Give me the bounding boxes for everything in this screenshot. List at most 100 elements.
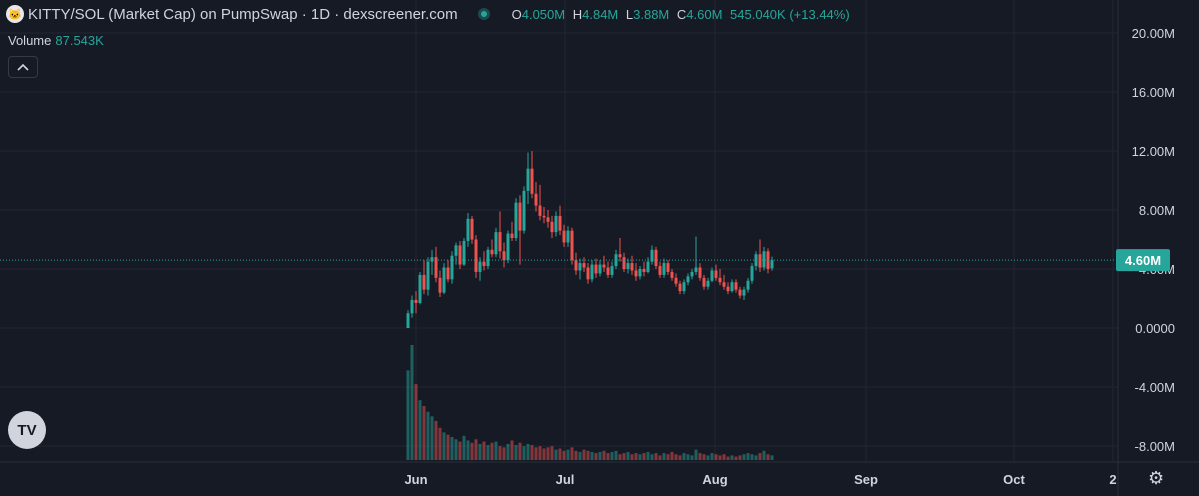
candle-body — [462, 240, 466, 265]
candle-body — [538, 205, 542, 216]
candle-body — [694, 267, 698, 272]
volume-bar — [422, 405, 426, 460]
candle-body — [486, 249, 490, 267]
volume-bar — [606, 453, 610, 460]
candle-body — [570, 230, 574, 261]
tradingview-logo-icon[interactable]: TV — [8, 411, 46, 449]
candle-body — [638, 269, 642, 277]
candle-body — [458, 245, 462, 265]
candle-body — [450, 255, 454, 280]
ohlc-readout: O4.050M H4.84M L3.88M C4.60M 545.040K (+… — [512, 7, 854, 22]
candle-body — [546, 217, 550, 222]
volume-bar — [574, 450, 578, 460]
volume-bar — [498, 446, 502, 460]
volume-bar — [738, 455, 742, 460]
volume-bar — [470, 442, 474, 460]
settings-gear-icon[interactable]: ⚙ — [1148, 468, 1165, 488]
x-tick-label: Jul — [556, 472, 575, 487]
volume-bar — [538, 446, 542, 460]
volume-bar — [430, 416, 434, 460]
candle-body — [542, 215, 546, 218]
candle-body — [426, 261, 430, 290]
volume-bar — [754, 455, 758, 460]
candle-body — [630, 263, 634, 271]
volume-bar — [698, 453, 702, 460]
candle-body — [702, 277, 706, 287]
candle-body — [622, 257, 626, 269]
candle-body — [690, 271, 694, 277]
volume-bar — [734, 456, 738, 460]
collapse-legend-button[interactable] — [8, 56, 38, 78]
change-value: 545.040K (+13.44%) — [730, 6, 850, 22]
volume-bar — [418, 400, 422, 460]
candle-body — [438, 277, 442, 293]
y-tick-label: -4.00M — [1135, 380, 1175, 395]
volume-bar — [658, 455, 662, 460]
volume-bar — [714, 454, 718, 460]
candle-body — [722, 282, 726, 287]
volume-bar — [446, 434, 450, 460]
candle-body — [706, 280, 710, 287]
candle-body — [466, 218, 470, 241]
volume-bar — [674, 454, 678, 460]
volume-bar — [506, 443, 510, 460]
candle-body — [522, 190, 526, 231]
candle-body — [658, 266, 662, 275]
y-tick-label: 8.00M — [1139, 203, 1175, 218]
candle-body — [498, 232, 502, 252]
candle-body — [698, 267, 702, 278]
x-tick-label: Sep — [854, 472, 878, 487]
close-value: 4.60M — [686, 6, 723, 22]
volume-bar — [630, 454, 634, 460]
volume-bar — [618, 454, 622, 460]
volume-value: 87.543K — [55, 33, 104, 48]
candle-body — [550, 221, 554, 233]
volume-bar — [434, 420, 438, 460]
candle-body — [578, 263, 582, 271]
y-tick-label: 20.00M — [1132, 26, 1175, 41]
volume-bar — [646, 451, 650, 460]
tradingview-logo-text: TV — [17, 421, 37, 439]
candle-body — [430, 257, 434, 262]
candle-body — [490, 249, 494, 255]
candle-body — [678, 283, 682, 292]
volume-bar — [602, 450, 606, 460]
candle-body — [726, 286, 730, 292]
x-tick-label: Oct — [1003, 472, 1025, 487]
volume-bar — [494, 441, 498, 460]
close-label: C — [676, 6, 687, 22]
volume-bar — [686, 454, 690, 460]
volume-bar — [578, 451, 582, 460]
volume-bar — [726, 456, 730, 460]
volume-bar — [706, 455, 710, 460]
volume-bar — [582, 449, 586, 460]
volume-bar — [718, 455, 722, 460]
volume-bar — [770, 455, 774, 460]
volume-bar — [626, 451, 630, 460]
candle-body — [710, 270, 714, 281]
candle-body — [646, 261, 650, 272]
y-tick-label: 0.0000 — [1135, 321, 1175, 336]
volume-bar — [610, 451, 614, 460]
candle-body — [674, 277, 678, 284]
volume-bar — [710, 453, 714, 460]
volume-bar — [414, 384, 418, 460]
y-tick-label: -8.00M — [1135, 439, 1175, 454]
candle-body — [654, 249, 658, 267]
volume-bar — [702, 454, 706, 460]
candle-body — [634, 270, 638, 277]
candle-body — [414, 299, 418, 303]
candle-body — [686, 276, 690, 283]
candle-body — [738, 289, 742, 296]
volume-bar — [534, 447, 538, 460]
volume-bar — [722, 454, 726, 460]
volume-bar — [590, 451, 594, 460]
volume-bar — [566, 449, 570, 460]
volume-bar — [478, 443, 482, 460]
candle-body — [758, 254, 762, 268]
volume-bar — [482, 441, 486, 460]
volume-bar — [678, 455, 682, 460]
volume-bar — [474, 439, 478, 460]
candle-body — [526, 168, 530, 191]
